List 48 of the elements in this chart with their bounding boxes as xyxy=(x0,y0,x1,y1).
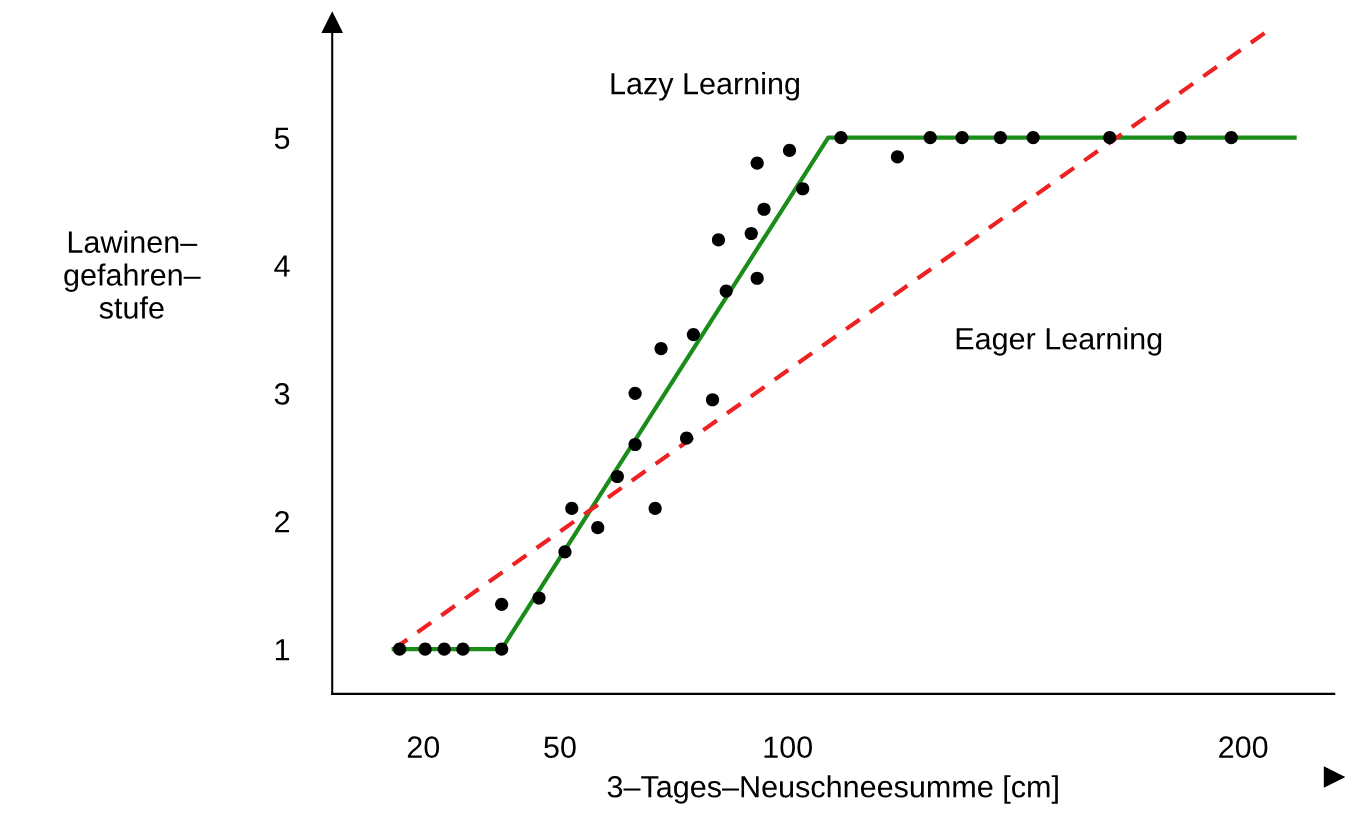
point xyxy=(782,143,797,157)
point xyxy=(654,342,668,356)
point xyxy=(1224,131,1238,145)
point xyxy=(1026,131,1040,145)
y-tick-label: 4 xyxy=(274,255,290,277)
point xyxy=(890,150,905,164)
y-tick-label: 2 xyxy=(275,510,290,533)
x-tick-label: 20 xyxy=(407,736,440,758)
point xyxy=(750,156,764,170)
point xyxy=(628,437,642,452)
point xyxy=(565,501,579,516)
point xyxy=(686,327,700,342)
point xyxy=(757,202,771,216)
point xyxy=(705,393,720,407)
point xyxy=(495,642,509,656)
point xyxy=(923,131,937,145)
point xyxy=(834,131,848,145)
point xyxy=(750,271,764,285)
point xyxy=(558,545,572,559)
annotation: Lazy Learning xyxy=(611,72,799,101)
point xyxy=(418,642,432,656)
y-tick-label: 5 xyxy=(274,127,290,149)
point xyxy=(796,182,810,196)
x-tick-label: 50 xyxy=(544,736,576,758)
y-axis-title: Lawinen– gefahren– stufe xyxy=(64,230,201,319)
point xyxy=(628,386,642,400)
point xyxy=(456,642,470,656)
x-tick-label: 200 xyxy=(1219,736,1268,758)
point xyxy=(532,591,546,605)
point xyxy=(679,431,694,445)
point xyxy=(744,226,758,241)
point xyxy=(610,469,624,484)
x-axis-title: 3–Tages–Neuschneesumme [cm] xyxy=(607,775,1058,804)
annotation: Eager Learning xyxy=(956,327,1162,356)
point xyxy=(591,521,605,535)
point xyxy=(648,501,662,516)
point xyxy=(437,642,451,656)
point xyxy=(711,233,726,247)
y-tick-label: 1 xyxy=(275,639,290,661)
point xyxy=(1173,131,1187,145)
point xyxy=(993,131,1007,145)
point xyxy=(495,597,509,611)
y-tick-label: 3 xyxy=(274,383,290,405)
point xyxy=(393,642,407,656)
point xyxy=(719,284,733,298)
x-tick-label: 100 xyxy=(764,736,812,758)
point xyxy=(955,131,969,145)
point xyxy=(1103,131,1117,145)
